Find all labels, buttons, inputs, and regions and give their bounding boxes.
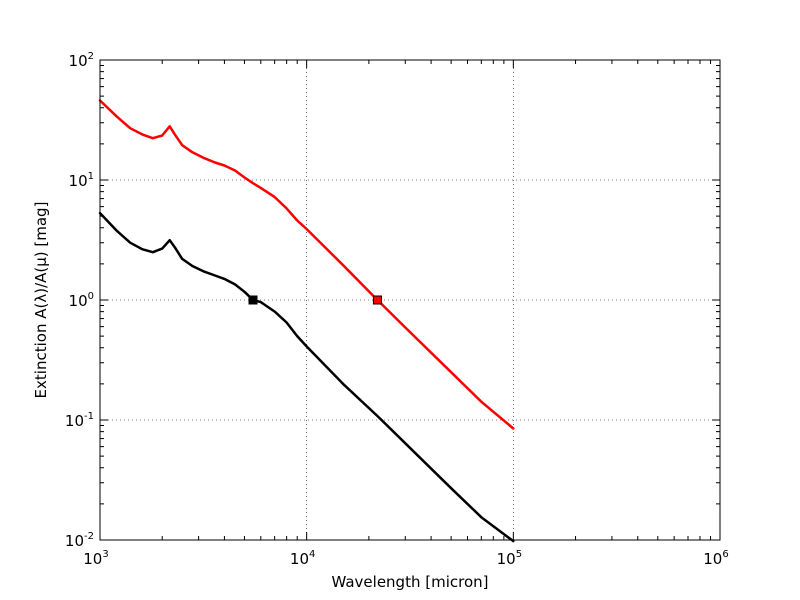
tick-labels: 103 104 105 106 10-2 10-1 100 101 102 xyxy=(65,51,729,568)
tick-marks xyxy=(99,59,721,541)
tick-label: 106 xyxy=(703,549,728,568)
y-axis-label: Extinction A(λ)/A(μ) [mag] xyxy=(32,202,50,399)
series-line-0 xyxy=(98,99,515,430)
series-group xyxy=(98,99,515,543)
series-marker-0 xyxy=(372,295,382,305)
x-axis-label: Wavelength [micron] xyxy=(331,573,488,591)
tick-label: 101 xyxy=(69,171,94,190)
tick-label: 102 xyxy=(69,51,94,70)
tick-label: 100 xyxy=(69,291,94,310)
series-marker-1 xyxy=(248,295,258,305)
tick-label: 103 xyxy=(83,549,108,568)
tick-label: 105 xyxy=(497,549,522,568)
series-line-1 xyxy=(98,211,515,543)
tick-label: 10-2 xyxy=(65,531,94,550)
tick-label: 104 xyxy=(290,549,315,568)
tick-label: 10-1 xyxy=(65,411,94,430)
